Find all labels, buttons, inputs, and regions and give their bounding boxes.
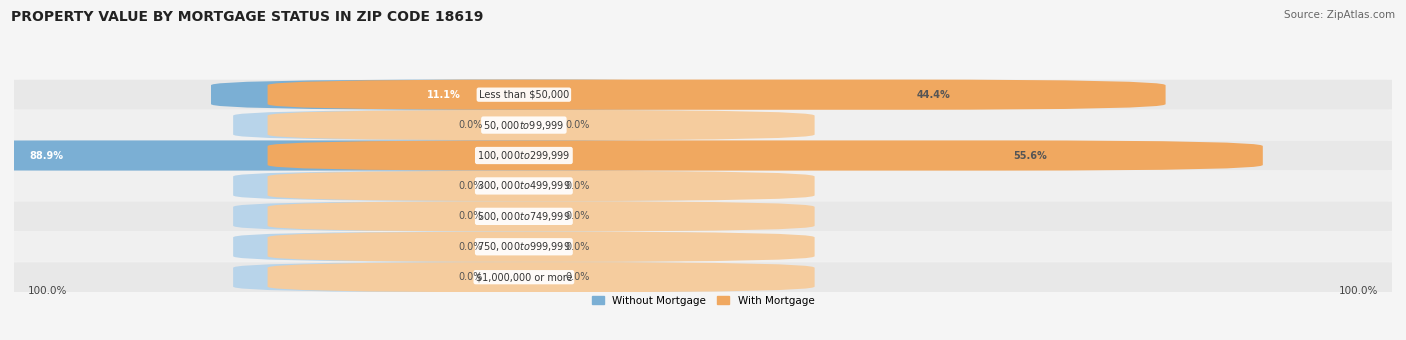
Text: 55.6%: 55.6% bbox=[1014, 151, 1047, 160]
Text: 0.0%: 0.0% bbox=[458, 120, 482, 130]
Text: 0.0%: 0.0% bbox=[565, 242, 589, 252]
Text: 0.0%: 0.0% bbox=[458, 272, 482, 282]
FancyBboxPatch shape bbox=[7, 201, 1399, 231]
Text: Less than $50,000: Less than $50,000 bbox=[479, 90, 569, 100]
Text: 88.9%: 88.9% bbox=[30, 151, 63, 160]
FancyBboxPatch shape bbox=[267, 232, 814, 262]
Text: 0.0%: 0.0% bbox=[458, 181, 482, 191]
Text: $750,000 to $999,999: $750,000 to $999,999 bbox=[477, 240, 571, 253]
FancyBboxPatch shape bbox=[0, 140, 780, 171]
Text: $300,000 to $499,999: $300,000 to $499,999 bbox=[477, 180, 571, 192]
Text: 100.0%: 100.0% bbox=[28, 286, 67, 296]
FancyBboxPatch shape bbox=[7, 171, 1399, 201]
Text: $100,000 to $299,999: $100,000 to $299,999 bbox=[477, 149, 571, 162]
Text: 0.0%: 0.0% bbox=[565, 181, 589, 191]
FancyBboxPatch shape bbox=[233, 262, 780, 292]
Text: 11.1%: 11.1% bbox=[426, 90, 460, 100]
FancyBboxPatch shape bbox=[233, 171, 780, 201]
FancyBboxPatch shape bbox=[7, 80, 1399, 109]
Text: 0.0%: 0.0% bbox=[565, 272, 589, 282]
Text: 44.4%: 44.4% bbox=[917, 90, 950, 100]
Text: 0.0%: 0.0% bbox=[458, 211, 482, 221]
Text: 0.0%: 0.0% bbox=[565, 120, 589, 130]
FancyBboxPatch shape bbox=[7, 110, 1399, 140]
FancyBboxPatch shape bbox=[267, 80, 1166, 110]
FancyBboxPatch shape bbox=[211, 80, 780, 110]
FancyBboxPatch shape bbox=[267, 201, 814, 232]
FancyBboxPatch shape bbox=[233, 201, 780, 232]
Text: 0.0%: 0.0% bbox=[458, 242, 482, 252]
Text: Source: ZipAtlas.com: Source: ZipAtlas.com bbox=[1284, 10, 1395, 20]
FancyBboxPatch shape bbox=[7, 141, 1399, 170]
Text: 0.0%: 0.0% bbox=[565, 211, 589, 221]
FancyBboxPatch shape bbox=[233, 110, 780, 140]
FancyBboxPatch shape bbox=[267, 171, 814, 201]
Text: 100.0%: 100.0% bbox=[1339, 286, 1378, 296]
FancyBboxPatch shape bbox=[267, 110, 814, 140]
FancyBboxPatch shape bbox=[233, 232, 780, 262]
FancyBboxPatch shape bbox=[267, 140, 1263, 171]
FancyBboxPatch shape bbox=[7, 262, 1399, 292]
Legend: Without Mortgage, With Mortgage: Without Mortgage, With Mortgage bbox=[592, 296, 814, 306]
Text: $500,000 to $749,999: $500,000 to $749,999 bbox=[477, 210, 571, 223]
FancyBboxPatch shape bbox=[267, 262, 814, 292]
FancyBboxPatch shape bbox=[7, 232, 1399, 262]
Text: $1,000,000 or more: $1,000,000 or more bbox=[475, 272, 572, 282]
Text: $50,000 to $99,999: $50,000 to $99,999 bbox=[484, 119, 564, 132]
Text: PROPERTY VALUE BY MORTGAGE STATUS IN ZIP CODE 18619: PROPERTY VALUE BY MORTGAGE STATUS IN ZIP… bbox=[11, 10, 484, 24]
